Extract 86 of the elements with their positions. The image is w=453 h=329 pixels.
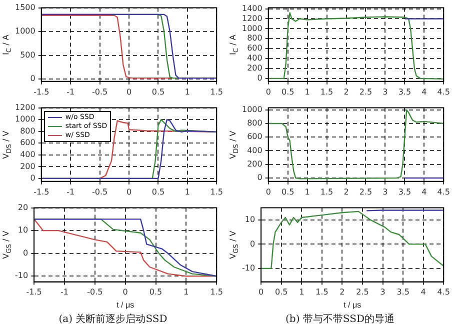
y-tick-label: 10	[244, 215, 256, 224]
y-tick-label: 0	[30, 74, 36, 84]
x-tick-label: 0.5	[274, 288, 288, 297]
y-tick-label: 500	[20, 50, 36, 60]
x-tick-label: 1.5	[210, 87, 224, 96]
y-tick-label: 200	[247, 64, 262, 73]
y-tick-label: -10	[242, 264, 256, 273]
x-tick-label: 0.5	[281, 87, 294, 96]
y-tick-label: 1200	[242, 14, 262, 23]
y-tick-label: 1500	[15, 2, 36, 12]
x-tick-label: 1	[184, 87, 190, 96]
y-tick-label: 400	[20, 150, 36, 159]
text: (a) 关断前逐步启动SSD	[58, 312, 168, 326]
x-tick-label: -0.5	[92, 87, 108, 96]
x-tick-label: 0	[126, 87, 132, 96]
x-tick-label: 0	[266, 187, 271, 196]
x-tick-label: 0	[122, 288, 128, 297]
x-tick-label: 2	[344, 187, 349, 196]
x-tick-label: 1.5	[210, 187, 224, 196]
x-tick-label: 2.5	[356, 288, 369, 297]
y-tick-label: 400	[247, 54, 262, 63]
y-tick-label: 600	[247, 132, 262, 142]
x-tick-label: 1.5	[320, 187, 334, 196]
y-tick-label: 1400	[242, 4, 262, 13]
y-tick-label: 1000	[242, 24, 262, 33]
y-tick-label: 800	[20, 126, 36, 136]
x-tick-label: 3.5	[398, 187, 412, 196]
y-tick-label: -10	[14, 271, 28, 280]
y-tick-label: 400	[247, 146, 262, 155]
x-tick-label: 3	[380, 288, 386, 297]
x-tick-label: 3	[382, 87, 388, 96]
y-tick-label: 0	[22, 248, 28, 258]
y-tick-label: 1000	[15, 114, 36, 124]
x-tick-label: 2.5	[359, 87, 372, 96]
x-tick-label: -1	[66, 187, 75, 196]
x-tick-label: 4	[422, 187, 427, 196]
x-tick-label: 2	[344, 87, 349, 96]
x-tick-label: 1.5	[210, 288, 224, 297]
y-tick-label: 200	[20, 162, 36, 171]
y-tick-label: 0	[257, 73, 262, 82]
x-tick-label: 3.5	[398, 87, 412, 96]
y-tick-label: 800	[247, 34, 262, 43]
y-tick-label: 1000	[242, 104, 262, 114]
y-tick-label: 0	[30, 174, 36, 183]
text: (b) 带与不带SSD的导通	[284, 312, 396, 326]
x-tick-label: 0.5	[281, 187, 294, 196]
y-tick-label: 0	[250, 239, 256, 248]
x-tick-label: 4.5	[437, 87, 450, 96]
y-tick-label: 0	[257, 173, 262, 182]
y-tick-label: 800	[247, 118, 262, 128]
y-tick-label: 600	[20, 138, 36, 148]
x-tick-label: 1	[184, 187, 190, 196]
y-tick-label: 600	[247, 44, 262, 53]
x-tick-label: -1.5	[34, 87, 50, 96]
x-tick-label: 0.5	[152, 87, 165, 96]
x-tick-label: -1.5	[26, 288, 42, 297]
x-tick-label: 1	[184, 288, 189, 297]
x-tick-label: -1	[66, 87, 75, 96]
x-tick-label: 0.5	[149, 288, 162, 297]
x-tick-label: 1.5	[320, 87, 334, 96]
y-tick-label: 1000	[15, 26, 36, 36]
y-tick-label: 200	[247, 159, 262, 168]
x-tick-label: 1	[304, 87, 310, 96]
x-tick-label: 4.5	[437, 187, 450, 196]
x-tick-label: -1	[60, 288, 68, 297]
x-tick-label: 1	[299, 288, 304, 297]
x-tick-label: -1.5	[34, 187, 50, 196]
x-tick-label: 4	[422, 87, 427, 96]
x-tick-label: 3.5	[396, 288, 410, 297]
x-tick-label: 4.5	[437, 288, 450, 297]
x-tick-label: -0.5	[87, 288, 103, 297]
x-tick-label: 4	[420, 288, 426, 297]
y-tick-label: 20	[18, 202, 28, 212]
x-tick-label: 3	[382, 187, 388, 196]
x-tick-label: 2	[340, 288, 345, 297]
x-tick-label: 2.5	[359, 187, 372, 196]
x-tick-label: 1	[304, 187, 310, 196]
x-axis-title: t / μs	[116, 300, 134, 310]
x-tick-label: -0.5	[92, 187, 108, 196]
x-axis-title: t / μs	[344, 300, 362, 310]
x-tick-label: 0.5	[152, 187, 165, 196]
y-tick-label: 10	[18, 226, 28, 235]
x-tick-label: 0	[126, 187, 132, 196]
y-tick-label: 1200	[15, 102, 36, 112]
x-tick-label: 0	[266, 87, 271, 96]
x-tick-label: 1.5	[316, 288, 328, 297]
